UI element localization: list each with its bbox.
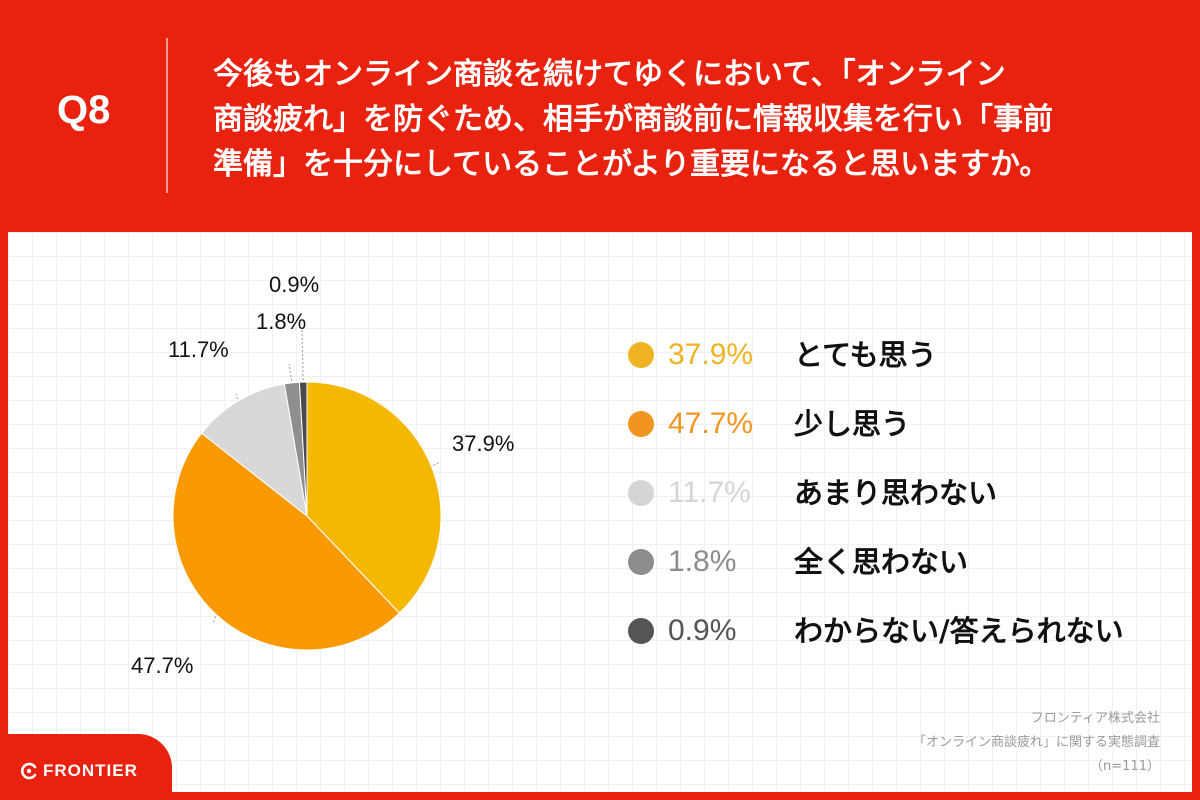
question-text: 今後もオンライン商談を続けてゆくにおいて、「オンライン 商談疲れ」を防ぐため、相… [213, 52, 1173, 187]
logo-tab [0, 734, 172, 800]
legend-label: わからない/答えられない [794, 614, 1124, 648]
pie-slice [306, 381, 442, 614]
leader-line [301, 329, 304, 381]
question-line: 今後もオンライン商談を続けてゆくにおいて、「オンライン [213, 57, 1006, 92]
legend-swatch [628, 618, 654, 644]
legend-swatch [628, 342, 654, 368]
legend-swatch [628, 480, 654, 506]
question-line: 準備」を十分にしていることがより重要になると思いますか。 [213, 147, 1050, 182]
frontier-logo-icon [21, 762, 37, 780]
data-label: 0.9% [269, 272, 319, 297]
leader-line [433, 461, 441, 466]
logo-text: FRONTIER [43, 761, 138, 780]
legend-value: 11.7% [668, 476, 751, 509]
pie-slice [172, 432, 401, 651]
legend-value: 47.7% [668, 407, 754, 440]
source-sample-size: （n=111） [1090, 759, 1160, 774]
data-label: 11.7% [168, 337, 229, 362]
pie-slice [298, 381, 308, 517]
leader-line [212, 616, 216, 625]
legend-swatch [628, 411, 654, 437]
pie-slice [200, 383, 308, 518]
legend-value: 0.9% [668, 614, 737, 647]
data-label: 1.8% [256, 309, 306, 334]
question-header: Q8 今後もオンライン商談を続けてゆくにおいて、「オンライン 商談疲れ」を防ぐた… [0, 0, 1200, 230]
data-label: 37.9% [452, 431, 514, 456]
source-company: フロンティア株式会社 [1030, 711, 1160, 726]
data-label: 47.7% [131, 653, 193, 678]
source-survey: 「オンライン商談疲れ」に関する実態調査 [912, 735, 1160, 750]
legend-label: 全く思わない [794, 545, 969, 579]
leader-line [235, 393, 238, 400]
legend-value: 37.9% [668, 338, 754, 371]
source-note: フロンティア株式会社 「オンライン商談疲れ」に関する実態調査 （n=111） [913, 707, 1160, 779]
question-line: 商談疲れ」を防ぐため、相手が商談前に情報収集を行い「事前 [213, 102, 1053, 137]
legend-label: あまり思わない [794, 476, 998, 510]
leader-line [288, 363, 293, 381]
header-divider [166, 38, 168, 193]
question-number: Q8 [57, 88, 111, 132]
legend-swatch [628, 549, 654, 575]
legend-label: 少し思う [794, 407, 911, 441]
legend-value: 1.8% [668, 545, 737, 578]
frontier-logo: FRONTIER [20, 760, 138, 782]
legend-label: とても思う [794, 338, 937, 372]
